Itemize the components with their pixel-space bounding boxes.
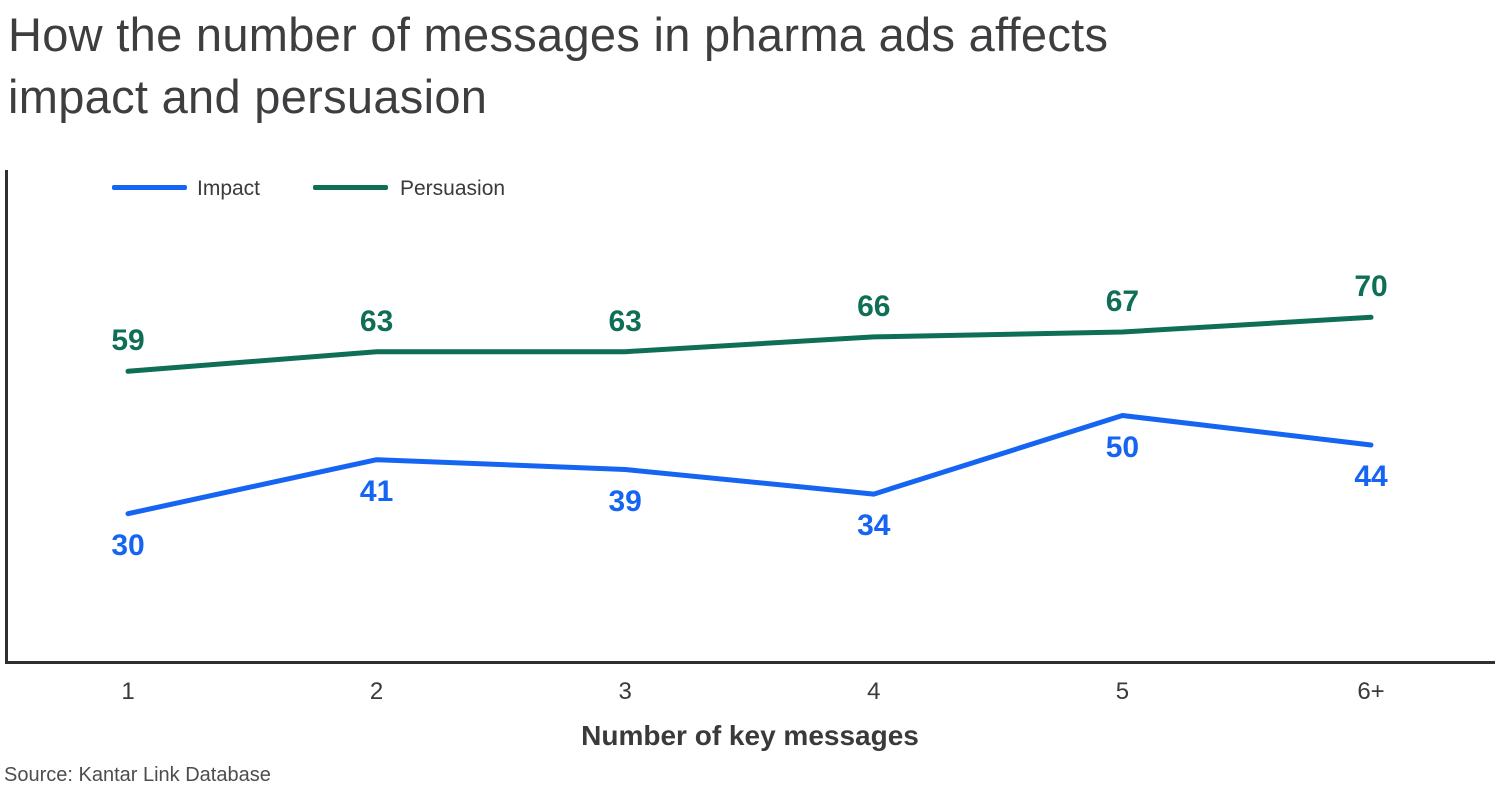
persuasion-data-label: 70 xyxy=(1354,270,1388,304)
impact-data-label: 34 xyxy=(857,509,891,543)
persuasion-line-swatch xyxy=(313,185,388,190)
legend-item-impact: Impact xyxy=(112,176,312,202)
x-axis-title: Number of key messages xyxy=(581,720,919,751)
legend-label-persuasion: Persuasion xyxy=(400,177,506,200)
impact-data-label: 30 xyxy=(111,528,145,562)
impact-data-label: 44 xyxy=(1354,459,1388,493)
legend-item-persuasion: Persuasion xyxy=(313,176,573,202)
impact-data-label: 41 xyxy=(359,474,394,508)
chart-title-line2: impact and persuasion xyxy=(8,70,488,123)
impact-data-label: 50 xyxy=(1105,430,1140,464)
impact-line xyxy=(125,413,1374,517)
x-tick-6+: 6+ xyxy=(1357,678,1385,705)
legend-label-impact: Impact xyxy=(197,177,261,200)
chart-title: How the number of messages in pharma ads… xyxy=(8,4,1108,128)
x-tick-1: 1 xyxy=(121,678,135,705)
persuasion-data-label: 66 xyxy=(857,289,891,323)
x-tick-2: 2 xyxy=(369,678,384,705)
y-axis-spine xyxy=(5,170,8,664)
chart-title-line1: How the number of messages in pharma ads… xyxy=(8,8,1109,61)
x-axis-spine xyxy=(5,661,1495,664)
source-note: Source: Kantar Link Database xyxy=(4,764,271,786)
persuasion-line xyxy=(125,314,1374,374)
persuasion-data-label: 67 xyxy=(1105,285,1140,319)
x-tick-5: 5 xyxy=(1115,678,1130,705)
x-tick-3: 3 xyxy=(618,678,632,705)
impact-data-label: 39 xyxy=(608,484,642,518)
persuasion-data-label: 63 xyxy=(359,304,394,338)
persuasion-data-label: 59 xyxy=(111,324,145,358)
x-tick-4: 4 xyxy=(867,678,881,705)
persuasion-data-label: 63 xyxy=(608,304,642,338)
impact-line-swatch xyxy=(112,185,187,190)
